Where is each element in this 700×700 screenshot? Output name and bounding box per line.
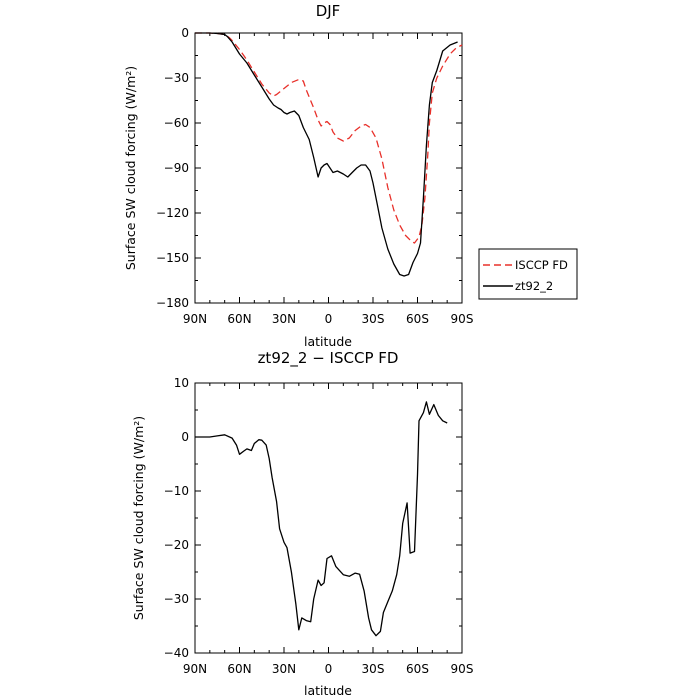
x-tick-label: 30N bbox=[272, 312, 296, 326]
x-tick-label: 60N bbox=[227, 662, 251, 676]
y-tick-label: 0 bbox=[181, 26, 189, 40]
y-tick-label: −60 bbox=[164, 116, 189, 130]
plot-frame bbox=[194, 382, 463, 654]
x-tick-label: 30N bbox=[272, 662, 296, 676]
x-tick-label: 60N bbox=[227, 312, 251, 326]
x-tick-label: 60S bbox=[406, 662, 429, 676]
series-line-isccp-fd bbox=[195, 32, 463, 244]
series-line-difference bbox=[195, 401, 448, 637]
y-axis-label: Surface SW cloud forcing (W/m²) bbox=[123, 66, 138, 270]
x-tick-label: 0 bbox=[325, 312, 333, 326]
x-tick-label: 30S bbox=[362, 662, 385, 676]
x-tick-label: 30S bbox=[362, 312, 385, 326]
x-tick-label: 90N bbox=[183, 662, 207, 676]
x-tick-label: 90S bbox=[451, 312, 474, 326]
difference-panel: zt92_2 − ISCCP FD 90N 60N 30N 0 30S 60S 90S 10… bbox=[131, 349, 473, 698]
y-tick-label: −150 bbox=[156, 251, 189, 265]
y-tick-label: 0 bbox=[181, 430, 189, 444]
legend-box bbox=[478, 248, 578, 300]
x-axis-label: latitude bbox=[304, 683, 352, 698]
y-tick-label: −40 bbox=[164, 646, 189, 660]
x-tick-label: 60S bbox=[406, 312, 429, 326]
x-tick-label: 90N bbox=[183, 312, 207, 326]
djf-panel: DJF 90N 60N 30N 0 30S 60S 90S 0 −30 −60 −90 −120 −1… bbox=[123, 2, 578, 349]
chart-title: zt92_2 − ISCCP FD bbox=[258, 349, 399, 368]
y-tick-label: −30 bbox=[164, 71, 189, 85]
y-tick-label: −30 bbox=[164, 592, 189, 606]
y-tick-label: −120 bbox=[156, 206, 189, 220]
legend: ISCCP FD zt92_2 bbox=[478, 248, 578, 300]
y-tick-label: −20 bbox=[164, 538, 189, 552]
plot-frame bbox=[194, 32, 463, 304]
y-axis-label: Surface SW cloud forcing (W/m²) bbox=[131, 416, 146, 620]
series-line-zt92-2 bbox=[195, 32, 458, 277]
y-tick-label: −180 bbox=[156, 296, 189, 310]
legend-label-zt92-2: zt92_2 bbox=[515, 279, 553, 293]
legend-label-isccp-fd: ISCCP FD bbox=[515, 258, 568, 272]
x-axis-label: latitude bbox=[304, 334, 352, 349]
y-tick-label: −10 bbox=[164, 484, 189, 498]
chart-title: DJF bbox=[316, 2, 341, 20]
x-tick-label: 90S bbox=[451, 662, 474, 676]
y-tick-label: −90 bbox=[164, 161, 189, 175]
x-tick-label: 0 bbox=[325, 662, 333, 676]
y-tick-label: 10 bbox=[174, 376, 189, 390]
